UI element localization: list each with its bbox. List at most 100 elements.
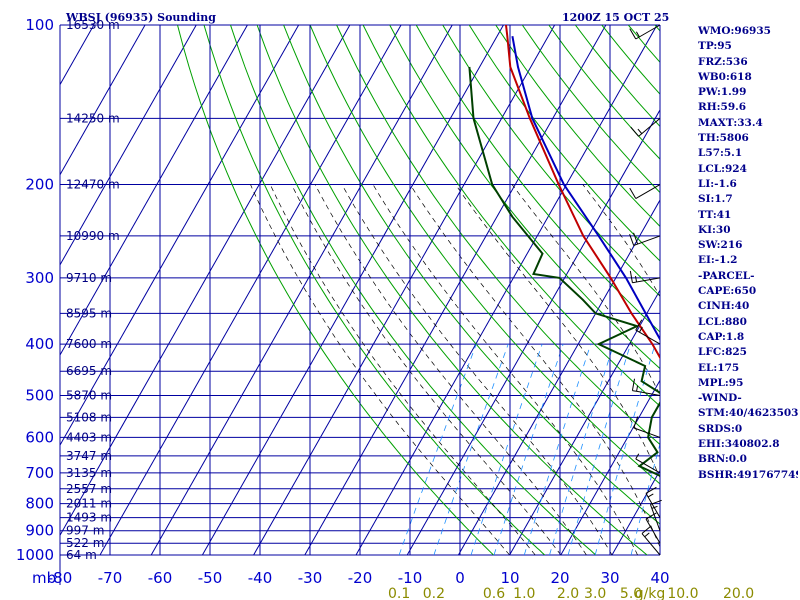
mixing-ratio-lines bbox=[398, 343, 660, 555]
moist-adiabat-line bbox=[455, 184, 660, 479]
height-label: 9710 m bbox=[66, 271, 112, 285]
wind-barb-flag bbox=[635, 31, 640, 38]
pressure-label: 1000 bbox=[16, 546, 54, 564]
stat-line: TH:5806 bbox=[698, 132, 749, 145]
mixing-ratio-label: 0.6 bbox=[483, 586, 505, 600]
isotherm-line bbox=[304, 25, 607, 555]
moist-adiabat-line bbox=[341, 184, 613, 555]
stat-line: -WIND- bbox=[698, 392, 742, 405]
temperature-tick-label: -20 bbox=[348, 569, 373, 587]
wind-barb bbox=[629, 232, 661, 246]
height-label: 3135 m bbox=[66, 466, 112, 480]
stat-line: SRDS:0 bbox=[698, 422, 743, 435]
wind-barb bbox=[645, 512, 661, 544]
mixing-ratio-line bbox=[470, 343, 543, 555]
stat-line: WB0:618 bbox=[698, 70, 752, 83]
temperature-tick-label: -40 bbox=[248, 569, 273, 587]
stat-line: CAPE:650 bbox=[698, 285, 757, 298]
wind-barbs bbox=[629, 24, 662, 556]
pressure-label: 200 bbox=[25, 176, 54, 194]
height-label: 16530 m bbox=[66, 18, 120, 32]
stat-line: EL:175 bbox=[698, 361, 740, 374]
wind-barb-flag bbox=[637, 128, 643, 134]
stat-line: TT:41 bbox=[698, 208, 732, 221]
height-label: 12470 m bbox=[66, 178, 120, 192]
wind-barb-shaft bbox=[635, 458, 661, 474]
wind-barb-flag bbox=[638, 326, 643, 333]
wind-barb-shaft bbox=[645, 518, 661, 544]
isotherm-line bbox=[150, 25, 453, 555]
wind-barb bbox=[630, 117, 661, 137]
mixing-ratio-label: 0.1 bbox=[388, 586, 410, 600]
height-label: 2557 m bbox=[66, 482, 112, 496]
height-label: 5108 m bbox=[66, 410, 112, 424]
dry-adiabat-line bbox=[230, 25, 597, 555]
height-label: 8595 m bbox=[66, 306, 112, 320]
stat-line: MAXT:33.4 bbox=[698, 116, 763, 129]
height-label: 10990 m bbox=[66, 229, 120, 243]
axis-labels: 16530 m 14250 m 12470 m 10990 m 9710 m 8595 m… bbox=[16, 16, 754, 600]
dry-adiabat-line bbox=[177, 25, 495, 555]
stat-line: -PARCEL- bbox=[698, 269, 755, 282]
moist-adiabat-lines bbox=[250, 184, 660, 555]
temperature-tick-label: -60 bbox=[148, 569, 173, 587]
moist-adiabat-line bbox=[409, 184, 660, 548]
height-label: 64 m bbox=[66, 548, 97, 562]
station-title: WBSJ (96935) Sounding bbox=[65, 11, 216, 24]
isotherm-line bbox=[406, 108, 660, 555]
stat-line: EHI:340802.8 bbox=[698, 438, 780, 451]
wind-barb-flag bbox=[645, 512, 657, 520]
mixing-ratio-line bbox=[398, 343, 477, 555]
sounding-profiles bbox=[468, 25, 660, 477]
wind-barb-flag bbox=[644, 532, 650, 538]
dry-adiabat-line bbox=[283, 25, 660, 525]
isotherm-line bbox=[253, 25, 556, 555]
temperature-tick-label: -70 bbox=[98, 569, 123, 587]
height-label: 997 m bbox=[66, 524, 104, 538]
height-label: 4403 m bbox=[66, 430, 112, 444]
stat-line: CINH:40 bbox=[698, 300, 750, 313]
plot-frame bbox=[59, 25, 661, 585]
wind-barb-shaft bbox=[635, 329, 661, 345]
stat-line: LCL:924 bbox=[698, 162, 747, 175]
pressure-label: 400 bbox=[25, 335, 54, 353]
isotherm-line bbox=[60, 25, 351, 537]
wind-barb-flag bbox=[635, 319, 643, 331]
wind-barb-flag bbox=[635, 453, 640, 460]
pressure-label: 300 bbox=[25, 269, 54, 287]
stat-line: STM:40/46235032 bbox=[698, 407, 798, 420]
stat-line: RH:59.6 bbox=[698, 101, 747, 114]
mixing-ratio-line bbox=[594, 343, 656, 555]
wind-barb bbox=[645, 486, 661, 518]
wind-barb bbox=[635, 319, 661, 345]
temperature-tick-label: -80 bbox=[48, 569, 73, 587]
mixing-ratio-line bbox=[567, 343, 631, 555]
temperature-tick-label: -50 bbox=[198, 569, 223, 587]
isotherm-lines bbox=[60, 25, 660, 555]
stat-line: LI:-1.6 bbox=[698, 177, 737, 190]
isotherm-line bbox=[99, 25, 402, 555]
height-label: 3747 m bbox=[66, 449, 112, 463]
dry-adiabat-line bbox=[362, 25, 660, 407]
isotherm-line bbox=[60, 25, 300, 447]
height-label: 1493 m bbox=[66, 511, 112, 525]
pressure-unit-label: mb bbox=[32, 569, 56, 587]
wind-barb-flag bbox=[633, 416, 639, 429]
isotherm-line bbox=[457, 199, 660, 555]
isotherm-line bbox=[60, 25, 146, 176]
isotherm-line bbox=[201, 25, 504, 555]
pressure-label: 600 bbox=[25, 428, 54, 446]
moist-adiabat-line bbox=[269, 184, 536, 555]
wind-barb-shaft bbox=[633, 235, 661, 246]
stat-line: EI:-1.2 bbox=[698, 254, 738, 267]
wind-barb-shaft bbox=[649, 504, 661, 531]
wind-barb-flag bbox=[629, 234, 635, 246]
temperature-tick-label: 30 bbox=[600, 569, 619, 587]
temperature-tick-label: -10 bbox=[398, 569, 423, 587]
temperature-tick-label: 20 bbox=[550, 569, 569, 587]
dry-adiabat-line bbox=[468, 25, 660, 262]
wind-barb-flag bbox=[645, 486, 657, 494]
height-label: 522 m bbox=[66, 536, 104, 550]
moist-adiabat-line bbox=[314, 184, 587, 555]
